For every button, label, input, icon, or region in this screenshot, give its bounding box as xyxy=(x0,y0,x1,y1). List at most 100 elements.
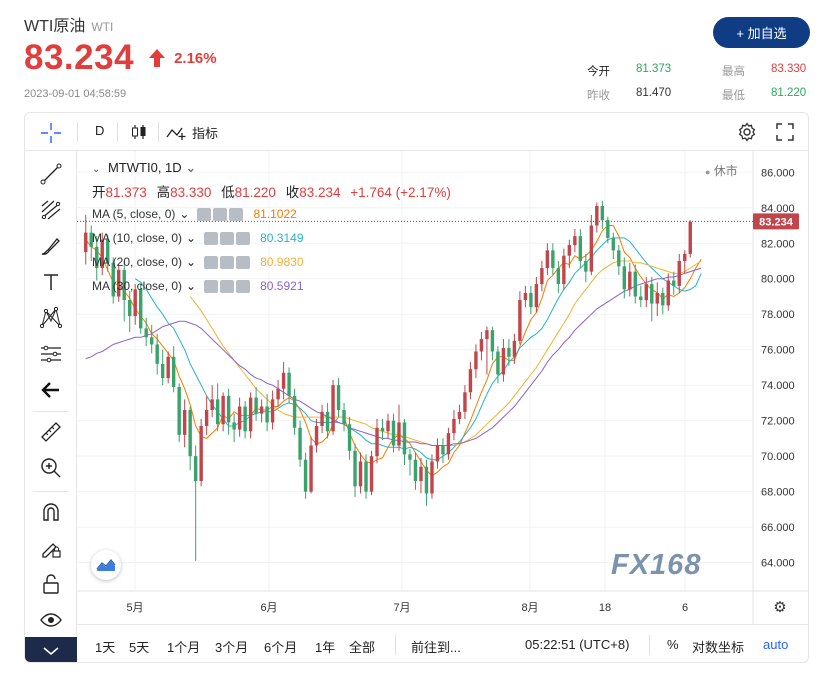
candle-body xyxy=(397,422,401,446)
candle-body xyxy=(281,372,286,389)
candle-body xyxy=(578,236,583,261)
ma10-legend[interactable]: MA (10, close, 0) ⌄ 80.3149 xyxy=(92,231,304,245)
candles-icon[interactable] xyxy=(129,122,149,142)
eye-icon[interactable] xyxy=(204,255,219,269)
indicators-button[interactable]: 指标 xyxy=(166,123,218,142)
candle-body xyxy=(353,450,357,487)
candle-body xyxy=(84,232,88,253)
ma-controls[interactable] xyxy=(204,279,251,293)
candle-body xyxy=(248,397,253,432)
candle-body xyxy=(457,411,462,419)
close-icon[interactable] xyxy=(229,207,244,221)
settings-icon[interactable] xyxy=(220,255,235,269)
range-6m[interactable]: 6个月 xyxy=(264,640,298,655)
axis-settings-icon[interactable]: ⚙ xyxy=(773,599,786,616)
ma30-value: 80.5921 xyxy=(260,279,304,293)
status-dot-icon: ● xyxy=(705,167,711,177)
candle-body xyxy=(314,426,319,446)
x-tick-label: 18 xyxy=(599,602,611,614)
trendline-tool[interactable] xyxy=(38,161,64,187)
candle-body xyxy=(589,225,594,272)
crosshair-icon[interactable] xyxy=(39,121,63,145)
fib-tool[interactable] xyxy=(38,197,64,223)
y-tick-label: 78.000 xyxy=(761,309,795,321)
close-icon[interactable] xyxy=(236,231,251,245)
y-tick-label: 66.000 xyxy=(761,522,795,534)
ohlc-open: 81.373 xyxy=(105,185,147,200)
dropdown-icon: ⌄ xyxy=(186,231,197,245)
visibility-tool[interactable] xyxy=(38,607,64,633)
fullscreen-icon[interactable] xyxy=(775,122,795,142)
candle-body xyxy=(331,385,335,432)
settings-icon[interactable] xyxy=(220,279,235,293)
candle-body xyxy=(479,339,484,352)
ma-controls[interactable] xyxy=(197,207,244,221)
candle-body xyxy=(490,330,495,352)
candle-body xyxy=(166,356,170,379)
range-1y[interactable]: 1年 xyxy=(315,640,336,655)
expand-toolbar-button[interactable] xyxy=(25,637,77,662)
range-3m[interactable]: 3个月 xyxy=(215,640,249,655)
market-status-label: 休市 xyxy=(713,164,738,178)
ma-controls[interactable] xyxy=(204,231,251,245)
toolbar-divider xyxy=(158,122,159,142)
eye-icon[interactable] xyxy=(197,207,212,221)
candle-body xyxy=(128,300,132,316)
ruler-icon xyxy=(41,422,61,442)
eye-icon[interactable] xyxy=(204,279,219,293)
arrow-up-icon xyxy=(149,49,166,67)
candle-body xyxy=(380,427,385,432)
ma20-legend[interactable]: MA (20, close, 0) ⌄ 80.9830 xyxy=(92,255,304,269)
price-chart[interactable]: 86.000 84.000 82.000 80.000 78.000 76.000 74.0… xyxy=(25,113,809,663)
back-arrow-tool[interactable] xyxy=(38,377,64,403)
symbol-dropdown-icon[interactable]: ⌄ xyxy=(185,160,197,175)
x-tick-label: 6 xyxy=(682,602,688,614)
lock-tool[interactable] xyxy=(38,571,64,597)
goto-date-button[interactable]: 前往到... xyxy=(411,640,461,655)
candle-body xyxy=(534,284,539,308)
timezone-clock[interactable]: 05:22:51 (UTC+8) xyxy=(525,637,630,652)
pattern-tool[interactable] xyxy=(38,305,64,331)
ruler-tool[interactable] xyxy=(38,419,64,445)
range-all[interactable]: 全部 xyxy=(349,640,376,655)
candle-body xyxy=(117,269,121,297)
range-5d[interactable]: 5天 xyxy=(129,640,150,655)
close-icon[interactable] xyxy=(236,255,251,269)
ma-controls[interactable] xyxy=(204,255,251,269)
chart-style-button[interactable] xyxy=(91,550,121,580)
candle-body xyxy=(617,250,621,267)
candle-body xyxy=(243,406,247,432)
settings-icon[interactable] xyxy=(213,207,228,221)
range-1d[interactable]: 1天 xyxy=(95,640,116,655)
interval-button[interactable]: D xyxy=(95,123,105,138)
range-1m[interactable]: 1个月 xyxy=(167,640,201,655)
candle-body xyxy=(254,397,258,414)
magnet-tool[interactable] xyxy=(38,499,64,525)
close-icon[interactable] xyxy=(236,279,251,293)
candle-body xyxy=(210,399,214,411)
brush-tool[interactable] xyxy=(38,233,64,259)
eye-icon[interactable] xyxy=(204,231,219,245)
candle-body xyxy=(111,262,115,297)
candle-body xyxy=(562,255,566,285)
prediction-tool[interactable] xyxy=(38,341,64,367)
auto-scale-toggle[interactable]: auto xyxy=(763,637,789,652)
log-scale-toggle[interactable]: 对数坐标 xyxy=(692,640,745,655)
candle-body xyxy=(507,347,511,357)
ohlc-high: 83.330 xyxy=(170,185,212,200)
ohlc-low: 81.220 xyxy=(234,185,276,200)
settings-gear-icon[interactable] xyxy=(737,122,757,142)
arrow-left-icon xyxy=(41,382,59,398)
candle-body xyxy=(259,406,264,414)
lock-drawing-tool[interactable] xyxy=(38,535,64,561)
percent-scale-toggle[interactable]: % xyxy=(667,637,679,652)
settings-icon[interactable] xyxy=(220,231,235,245)
zoom-tool[interactable] xyxy=(38,455,64,481)
collapse-icon[interactable]: ⌄ xyxy=(92,164,101,175)
change-percent: 2.16% xyxy=(174,49,217,67)
text-tool[interactable] xyxy=(38,269,64,295)
ma30-legend[interactable]: MA (30, close, 0) ⌄ 80.5921 xyxy=(92,279,304,293)
add-watchlist-button[interactable]: + 加自选 xyxy=(713,17,810,48)
ma5-legend[interactable]: MA (5, close, 0) ⌄ 81.1022 xyxy=(92,207,297,221)
candle-body xyxy=(567,245,572,256)
